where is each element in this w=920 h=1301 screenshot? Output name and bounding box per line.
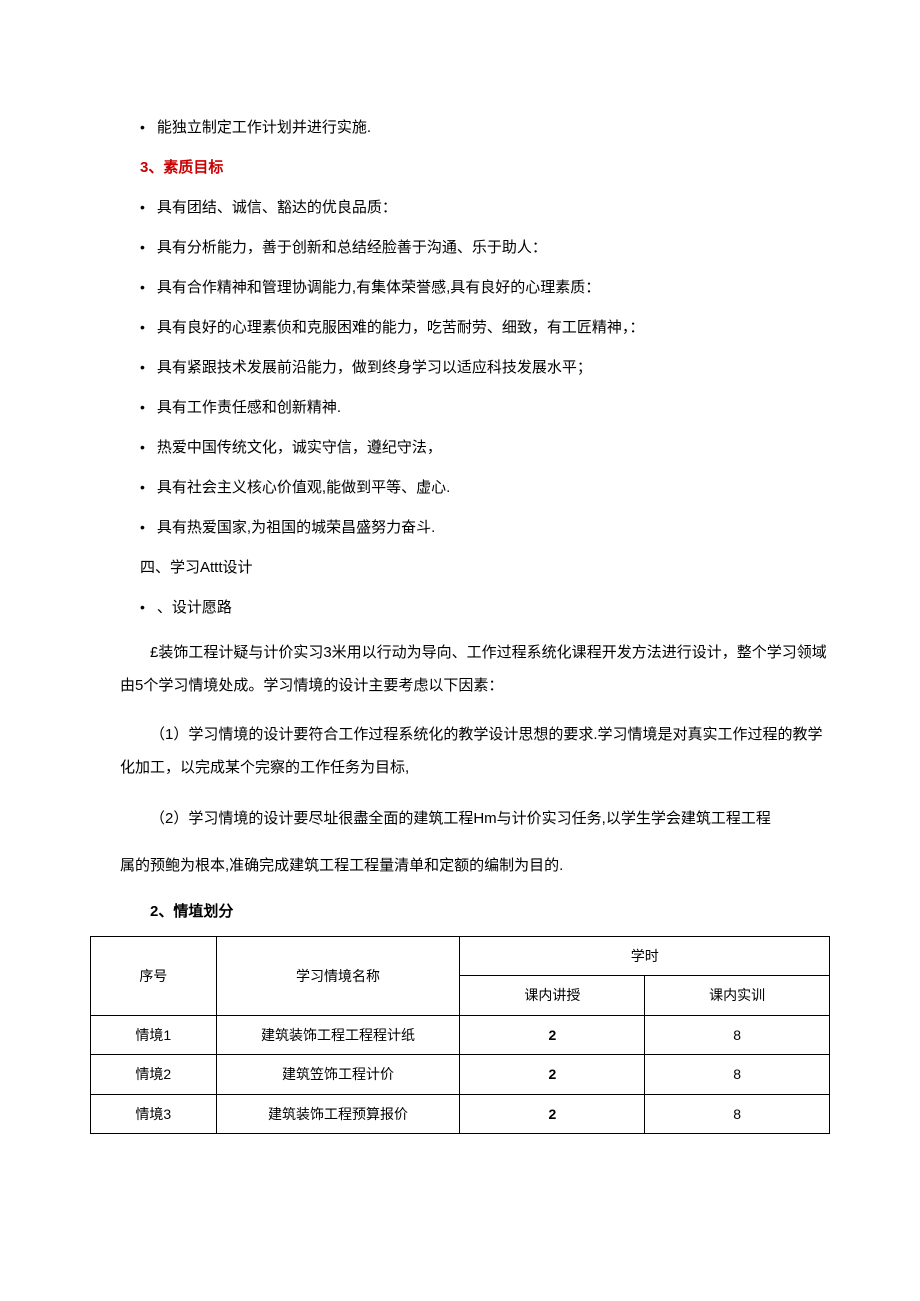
sub-heading-2: 2、情埴划分: [150, 900, 830, 924]
heading-3-separator: 、: [148, 159, 163, 176]
table-row: 情境3 建筑装饰工程预算报价 2 8: [91, 1094, 830, 1133]
td-seq: 情境2: [91, 1055, 217, 1094]
td-seq: 情境1: [91, 1015, 217, 1054]
bullet-dot: •: [140, 116, 145, 138]
th-name: 学习情境名称: [216, 937, 460, 1016]
bullet-text: 具有紧跟技术发展前沿能力，做到终身学习以适应科技发展水平；: [157, 356, 830, 380]
td-lecture: 2: [460, 1015, 645, 1054]
td-practice: 8: [645, 1094, 830, 1133]
bullet-text: 具有社会主义核心价值观,能做到平等、虚心.: [157, 476, 830, 500]
quality-bullet-8: • 具有热爱国家,为祖国的城荣昌盛努力奋斗.: [140, 516, 830, 540]
td-lecture: 2: [460, 1055, 645, 1094]
bullet-text: 具有良好的心理素侦和克服困难的能力，吃苦耐劳、细致，有工匠精神，：: [157, 316, 830, 340]
bullet-text: 具有团结、诚信、豁达的优良品质：: [157, 196, 830, 220]
bullet-dot: •: [140, 476, 145, 498]
bullet-dot: •: [140, 356, 145, 378]
bullet-text: 热爱中国传统文化，诚实守信，遵纪守法，: [157, 436, 830, 460]
heading-4: 四、学习Attt设计: [140, 556, 830, 580]
bullet-dot: •: [140, 436, 145, 458]
quality-bullet-5: • 具有工作责任感和创新精神.: [140, 396, 830, 420]
quality-bullet-2: • 具有合作精神和管理协调能力,有集体荣誉感,具有良好的心理素质：: [140, 276, 830, 300]
bullet-text: 具有分析能力，善于创新和总结经脸善于沟通、乐于助人：: [157, 236, 830, 260]
bullet-dot: •: [140, 516, 145, 538]
td-practice: 8: [645, 1055, 830, 1094]
th-lecture: 课内讲授: [460, 976, 645, 1015]
bullet-dot: •: [140, 596, 145, 618]
quality-bullet-0: • 具有团结、诚信、豁达的优良品质：: [140, 196, 830, 220]
table-row: 情境1 建筑装饰工程工程程计纸 2 8: [91, 1015, 830, 1054]
heading-3: 3、素质目标: [140, 156, 830, 180]
bullet-dot: •: [140, 196, 145, 218]
td-name: 建筑笠饰工程计价: [216, 1055, 460, 1094]
paragraph-3: （2）学习情境的设计要尽址很盡全面的建筑工程Hm与计价实习任务,以学生学会建筑工…: [90, 802, 830, 882]
bullet-text: 、设计愿路: [157, 596, 830, 620]
quality-bullet-4: • 具有紧跟技术发展前沿能力，做到终身学习以适应科技发展水平；: [140, 356, 830, 380]
paragraph-3-line2: 属的预鲍为根本,准确完成建筑工程工程量清单和定额的编制为目的.: [120, 849, 830, 882]
quality-bullet-6: • 热爱中国传统文化，诚实守信，遵纪守法，: [140, 436, 830, 460]
design-bullet: • 、设计愿路: [140, 596, 830, 620]
td-name: 建筑装饰工程预算报价: [216, 1094, 460, 1133]
paragraph-1: £装饰工程计疑与计价实习3米用以行动为导向、工作过程系统化课程开发方法进行设计，…: [90, 636, 830, 702]
bullet-dot: •: [140, 396, 145, 418]
bullet-text: 能独立制定工作计划并进行实施.: [157, 116, 830, 140]
table-row: 情境2 建筑笠饰工程计价 2 8: [91, 1055, 830, 1094]
paragraph-3-line1: （2）学习情境的设计要尽址很盡全面的建筑工程Hm与计价实习任务,以学生学会建筑工…: [120, 802, 830, 835]
table-header-row-1: 序号 学习情境名称 学时: [91, 937, 830, 976]
th-practice: 课内实训: [645, 976, 830, 1015]
th-hours: 学时: [460, 937, 830, 976]
bullet-text: 具有热爱国家,为祖国的城荣昌盛努力奋斗.: [157, 516, 830, 540]
td-seq: 情境3: [91, 1094, 217, 1133]
th-seq: 序号: [91, 937, 217, 1016]
bullet-text: 具有合作精神和管理协调能力,有集体荣誉感,具有良好的心理素质：: [157, 276, 830, 300]
td-practice: 8: [645, 1015, 830, 1054]
bullet-item-top: • 能独立制定工作计划并进行实施.: [140, 116, 830, 140]
quality-bullet-7: • 具有社会主义核心价值观,能做到平等、虚心.: [140, 476, 830, 500]
bullet-dot: •: [140, 236, 145, 258]
heading-3-title: 素质目标: [163, 159, 223, 176]
bullet-dot: •: [140, 276, 145, 298]
td-name: 建筑装饰工程工程程计纸: [216, 1015, 460, 1054]
paragraph-2: （1）学习情境的设计要符合工作过程系统化的教学设计思想的要求.学习情境是对真实工…: [90, 718, 830, 784]
quality-bullet-1: • 具有分析能力，善于创新和总结经脸善于沟通、乐于助人：: [140, 236, 830, 260]
heading-3-text: 3、素质目标: [140, 156, 223, 180]
situation-table: 序号 学习情境名称 学时 课内讲授 课内实训 情境1 建筑装饰工程工程程计纸 2…: [90, 936, 830, 1134]
quality-bullet-3: • 具有良好的心理素侦和克服困难的能力，吃苦耐劳、细致，有工匠精神，：: [140, 316, 830, 340]
bullet-dot: •: [140, 316, 145, 338]
td-lecture: 2: [460, 1094, 645, 1133]
bullet-text: 具有工作责任感和创新精神.: [157, 396, 830, 420]
